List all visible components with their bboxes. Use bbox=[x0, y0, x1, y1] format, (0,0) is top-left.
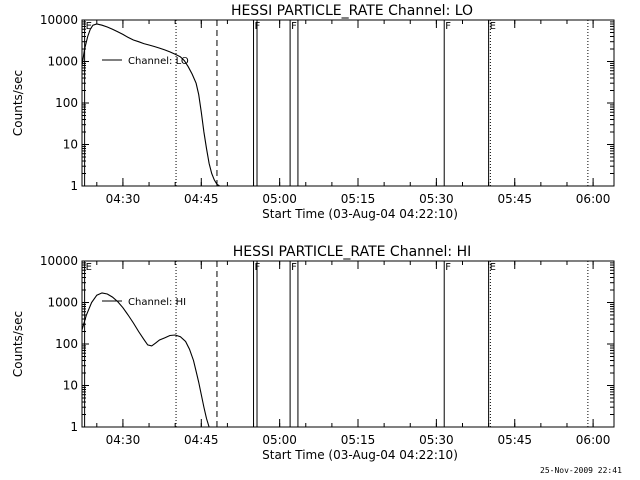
y-tick-label: 10000 bbox=[40, 13, 78, 27]
plot-frame bbox=[81, 260, 615, 428]
y-tick-label: 10000 bbox=[40, 254, 78, 268]
x-tick-label: 05:30 bbox=[419, 192, 454, 206]
x-tick-label: 05:15 bbox=[341, 192, 376, 206]
x-axis-label: Start Time (03-Aug-04 04:22:10) bbox=[262, 448, 458, 462]
event-marker-label: F bbox=[445, 21, 451, 32]
x-tick-label: 06:00 bbox=[576, 433, 611, 447]
legend-label: Channel: HI bbox=[128, 297, 186, 308]
x-tick-label: 06:00 bbox=[576, 192, 611, 206]
series-line-1-1 bbox=[81, 23, 220, 187]
chart-panel-1: HESSI PARTICLE_RATE Channel: LO 1 10 100 100… bbox=[11, 3, 615, 221]
x-tick-label: 05:30 bbox=[419, 433, 454, 447]
legend-label: Channel: LO bbox=[128, 56, 189, 67]
event-marker-label: E bbox=[490, 262, 496, 273]
chart-title: HESSI PARTICLE_RATE Channel: HI bbox=[233, 244, 471, 260]
y-tick-label: 10 bbox=[63, 138, 78, 152]
event-marker-label: E bbox=[490, 21, 496, 32]
y-tick-label: 1000 bbox=[47, 55, 78, 69]
event-marker-label: E bbox=[86, 262, 92, 273]
x-tick-label: 05:45 bbox=[497, 433, 532, 447]
y-axis-label: Counts/sec bbox=[11, 70, 25, 136]
x-tick-label: 04:45 bbox=[184, 192, 219, 206]
plot-frame bbox=[81, 19, 615, 187]
y-tick-label: 100 bbox=[55, 96, 78, 110]
y-tick-label: 100 bbox=[55, 337, 78, 351]
x-tick-label: 05:00 bbox=[262, 192, 297, 206]
y-tick-label: 10 bbox=[63, 379, 78, 393]
footer-timestamp: 25-Nov-2009 22:41 bbox=[540, 466, 622, 475]
y-tick-label: 1 bbox=[70, 179, 78, 193]
event-marker-label: F bbox=[445, 262, 451, 273]
y-tick-label: 1000 bbox=[47, 296, 78, 310]
y-axis-label: Counts/sec bbox=[11, 311, 25, 377]
event-marker-label: E bbox=[86, 21, 92, 32]
x-tick-label: 05:15 bbox=[341, 433, 376, 447]
y-tick-label: 1 bbox=[70, 420, 78, 434]
x-tick-label: 04:45 bbox=[184, 433, 219, 447]
x-tick-label: 04:30 bbox=[106, 433, 141, 447]
x-tick-label: 05:45 bbox=[497, 192, 532, 206]
event-marker-label: F bbox=[255, 21, 261, 32]
event-marker-label: F bbox=[291, 21, 297, 32]
chart-title: HESSI PARTICLE_RATE Channel: LO bbox=[231, 3, 473, 19]
chart-panel-2: HESSI PARTICLE_RATE Channel: HI 1 10 100 100… bbox=[11, 244, 615, 462]
event-marker-label: F bbox=[291, 262, 297, 273]
x-tick-label: 05:00 bbox=[262, 433, 297, 447]
series-line-2-1 bbox=[81, 292, 210, 428]
event-marker-label: F bbox=[255, 262, 261, 273]
x-tick-label: 04:30 bbox=[106, 192, 141, 206]
x-axis-label: Start Time (03-Aug-04 04:22:10) bbox=[262, 207, 458, 221]
